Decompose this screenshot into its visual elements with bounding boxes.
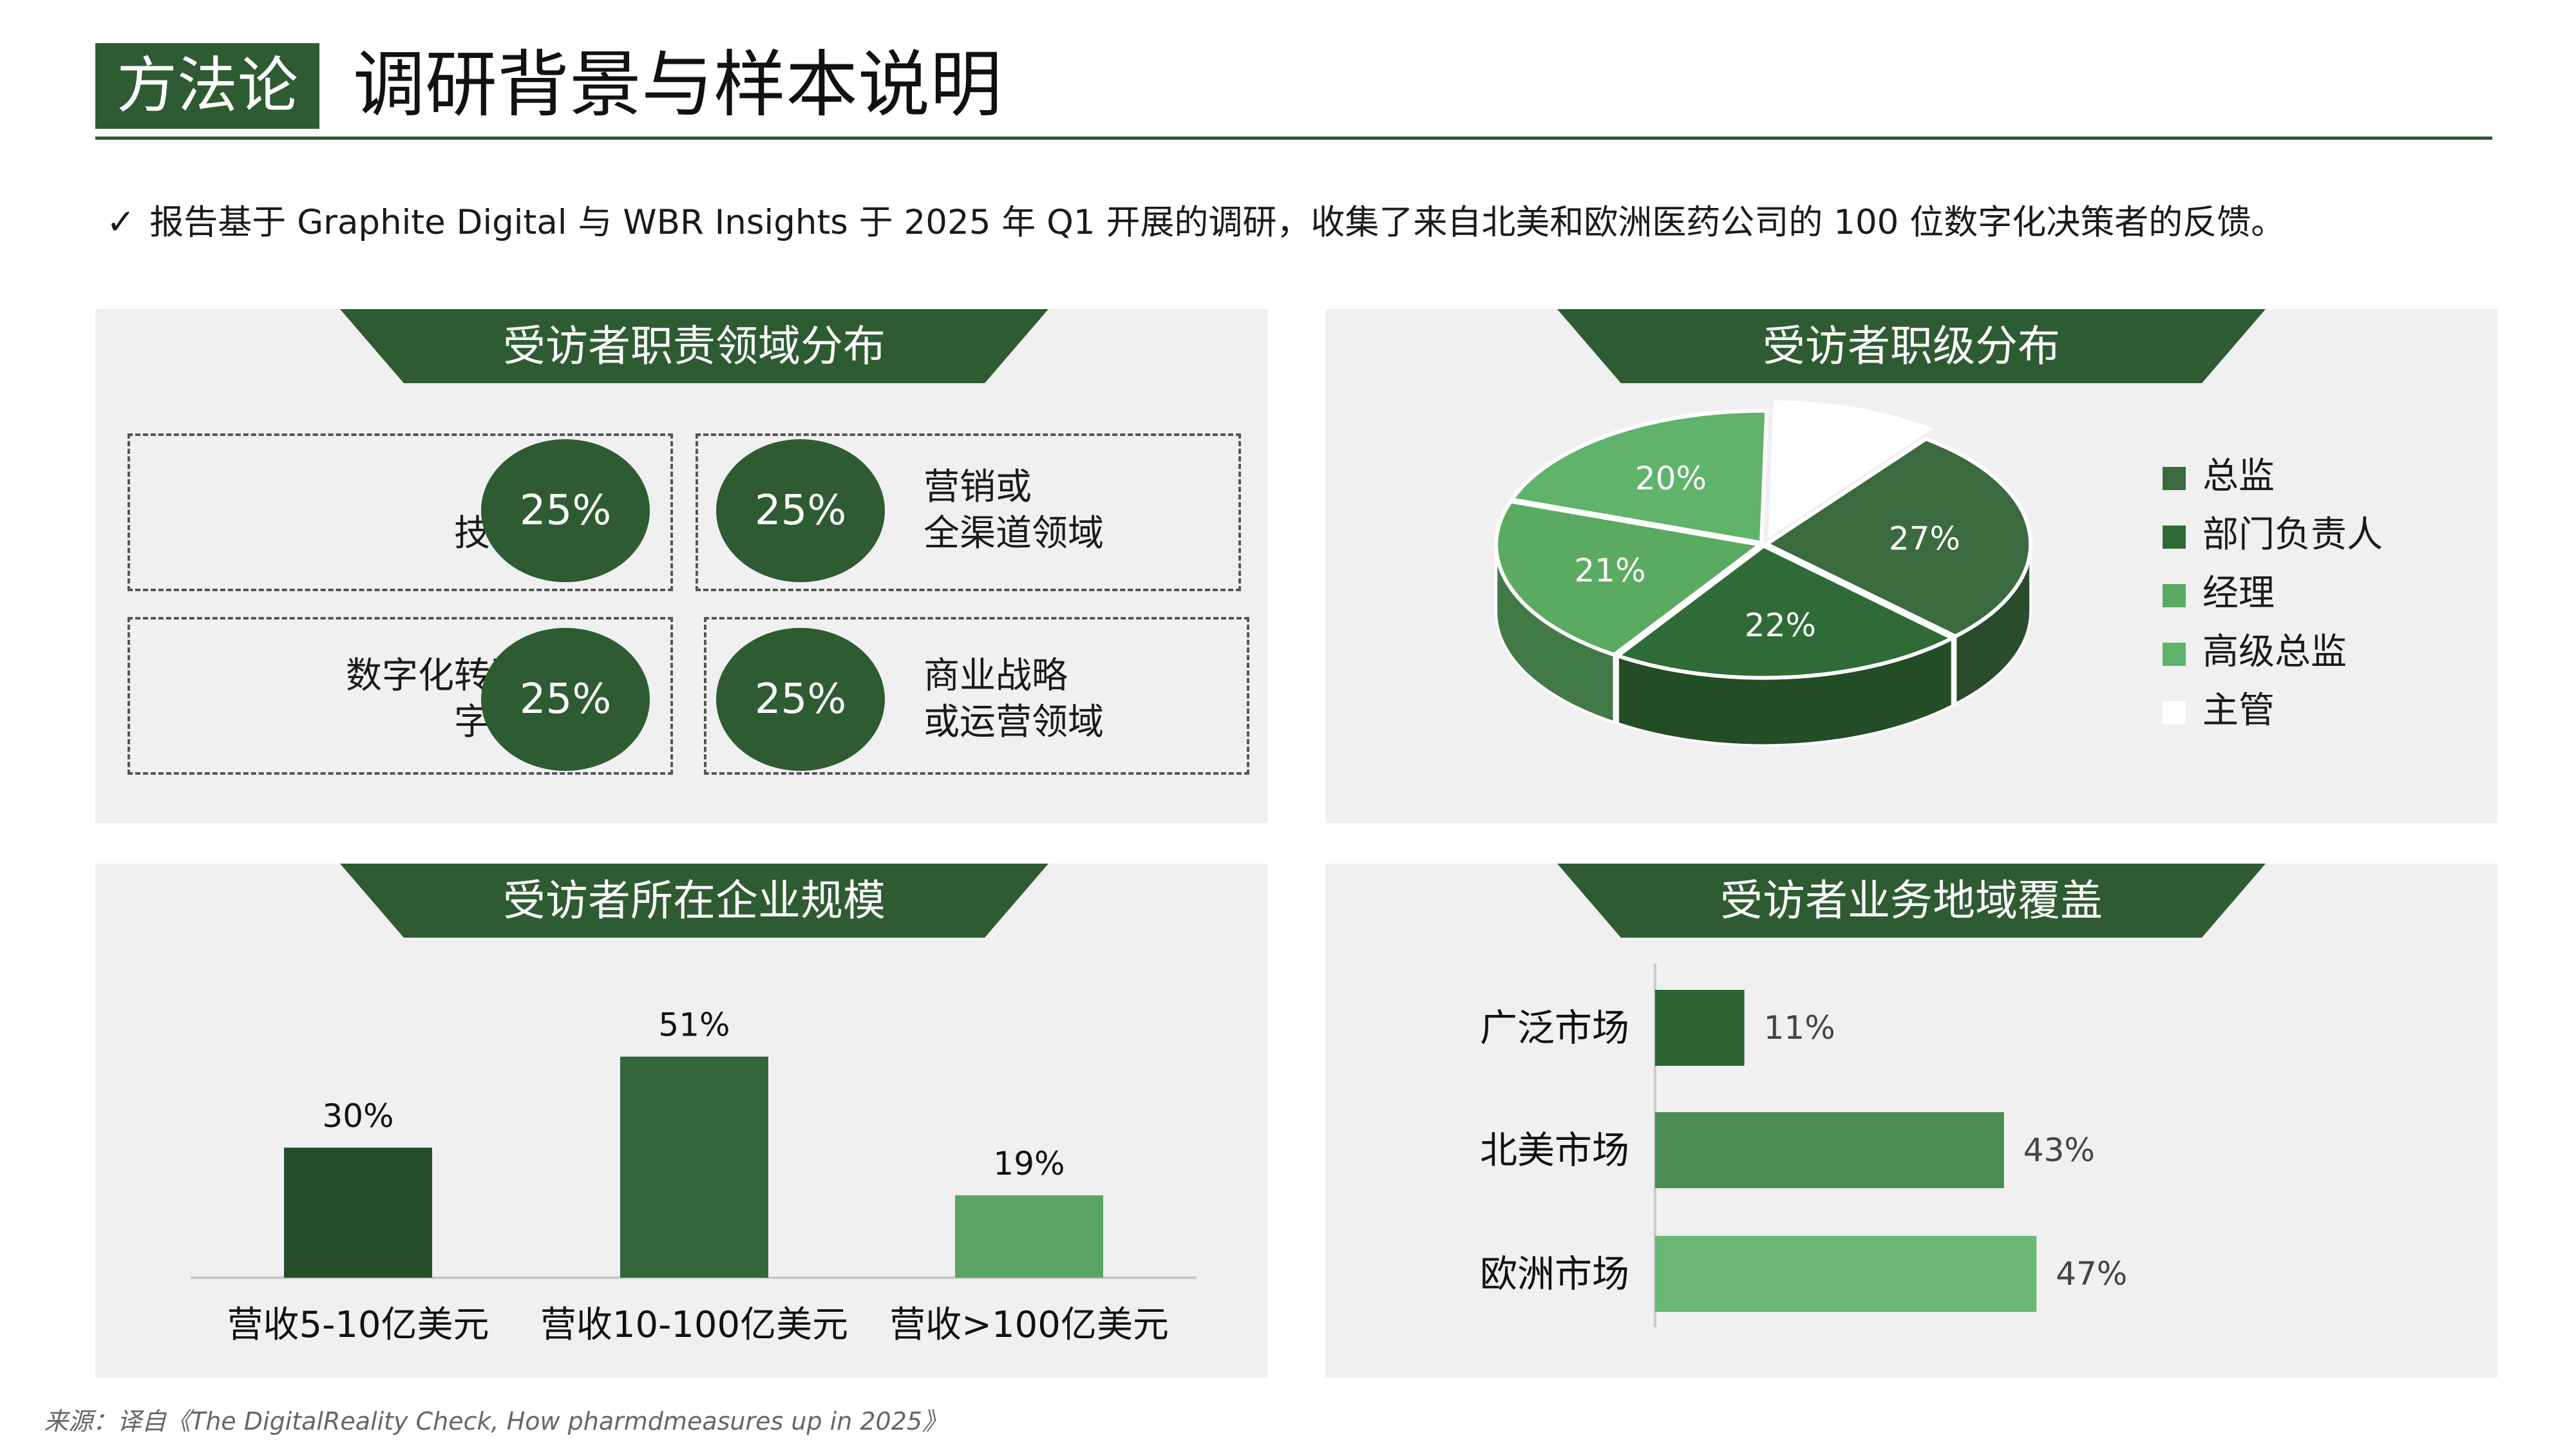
pie-slice-主管 bbox=[1768, 400, 1934, 538]
title-tag: 方法论 bbox=[95, 43, 319, 129]
bar-value-label: 51% bbox=[658, 1007, 730, 1044]
pie-label: 21% bbox=[1574, 552, 1645, 589]
legend-label: 高级总监 bbox=[2202, 631, 2347, 673]
seniority-pie-chart: 10%27%22%21%20% bbox=[1494, 400, 2033, 747]
functions-panel: 受访者职责领域分布 bbox=[95, 309, 1267, 823]
category-label: 营收5-10亿美元 bbox=[227, 1304, 489, 1346]
summary-row: ✓ 报告基于 Graphite Digital 与 WBR Insights 于 … bbox=[106, 196, 2285, 249]
pie-label: 20% bbox=[1635, 460, 1707, 497]
bar bbox=[284, 1148, 432, 1278]
bar bbox=[1655, 1236, 2037, 1312]
bar bbox=[1655, 990, 1745, 1066]
bar bbox=[1655, 1112, 2004, 1188]
bar-value-label: 43% bbox=[2023, 1132, 2095, 1169]
geography-bar-chart: 11% 广泛市场 43% 北美市场 47% 欧洲市场 bbox=[1480, 963, 2127, 1327]
legend-label: 主管 bbox=[2202, 690, 2275, 732]
legend-swatch bbox=[2163, 467, 2186, 490]
pie-label: 27% bbox=[1889, 520, 1960, 558]
function-label: 商业战略 或运营领域 bbox=[923, 655, 1104, 743]
legend-swatch bbox=[2163, 643, 2186, 666]
category-label: 欧洲市场 bbox=[1480, 1252, 1629, 1296]
function-value-strategy: 25% bbox=[716, 628, 885, 771]
legend-swatch bbox=[2163, 526, 2186, 549]
bar-value-label: 19% bbox=[993, 1145, 1065, 1182]
function-value-digital: 25% bbox=[481, 628, 650, 771]
legend-item: 总监 bbox=[2163, 454, 2275, 499]
bar-value-label: 11% bbox=[1764, 1009, 1835, 1046]
legend-item: 部门负责人 bbox=[2163, 513, 2383, 558]
check-icon: ✓ bbox=[106, 202, 136, 242]
geography-panel-title: 受访者业务地域覆盖 bbox=[1557, 864, 2266, 938]
bar-value-label: 47% bbox=[2056, 1255, 2127, 1293]
function-box-strategy: 商业战略 或运营领域 bbox=[704, 617, 1249, 775]
legend-item: 主管 bbox=[2163, 688, 2275, 734]
legend-item: 高级总监 bbox=[2163, 630, 2347, 675]
category-label: 广泛市场 bbox=[1480, 1006, 1629, 1050]
category-label: 北美市场 bbox=[1480, 1128, 1629, 1172]
source-note: 来源：译自《The DigitalReality Check, How phar… bbox=[44, 1407, 947, 1435]
pie-slice-部门负责人 bbox=[1613, 544, 1957, 680]
legend-label: 经理 bbox=[2202, 573, 2275, 614]
title-divider bbox=[95, 137, 2492, 140]
pie-slice-经理 bbox=[1494, 499, 1765, 658]
legend-label: 总监 bbox=[2202, 455, 2275, 497]
pie-label: 22% bbox=[1745, 607, 1816, 644]
function-value-it: 25% bbox=[481, 439, 650, 582]
function-box-marketing: 营销或 全渠道领域 bbox=[696, 433, 1241, 591]
category-label: 营收10-100亿美元 bbox=[540, 1304, 848, 1346]
function-value-marketing: 25% bbox=[716, 439, 885, 582]
legend-label: 部门负责人 bbox=[2202, 514, 2383, 556]
pie-slice-高级总监 bbox=[1508, 408, 1769, 545]
summary-text: 报告基于 Graphite Digital 与 WBR Insights 于 2… bbox=[149, 203, 2286, 242]
page-title: 调研背景与样本说明 bbox=[353, 43, 1002, 127]
company-size-panel-title: 受访者所在企业规模 bbox=[340, 864, 1048, 938]
bar bbox=[620, 1056, 768, 1278]
functions-panel-title: 受访者职责领域分布 bbox=[340, 309, 1048, 383]
legend-item: 经理 bbox=[2163, 571, 2275, 616]
bar bbox=[955, 1195, 1103, 1278]
company-size-bar-chart: 30% 营收5-10亿美元 51% 营收10-100亿美元 19% 营收>100亿美元 bbox=[191, 1007, 1197, 1346]
category-label: 营收>100亿美元 bbox=[889, 1304, 1169, 1346]
bar-value-label: 30% bbox=[322, 1097, 393, 1135]
legend-swatch bbox=[2163, 584, 2186, 607]
legend-swatch bbox=[2163, 701, 2186, 724]
function-label: 营销或 全渠道领域 bbox=[923, 466, 1104, 554]
seniority-panel-title: 受访者职级分布 bbox=[1557, 309, 2266, 383]
pie-slice-总监 bbox=[1763, 437, 2033, 639]
